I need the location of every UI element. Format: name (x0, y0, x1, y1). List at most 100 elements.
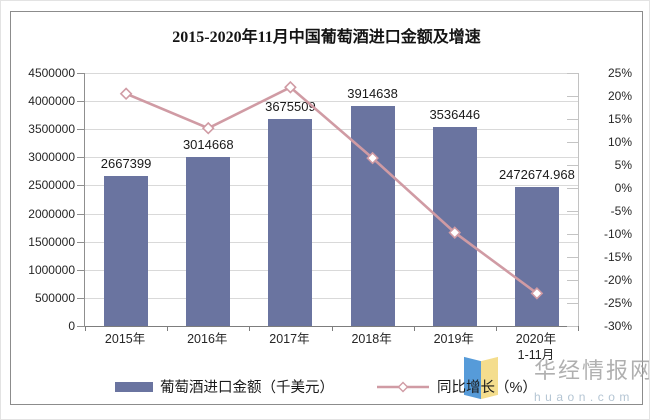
right-tick (567, 165, 578, 166)
left-axis-tick: 3000000 (28, 150, 75, 165)
chart-title: 2015-2020年11月中国葡萄酒进口金额及增速 (172, 29, 481, 46)
gridline (85, 101, 578, 103)
bar-value-label: 3914638 (347, 85, 398, 101)
chart-frame: 2015-2020年11月中国葡萄酒进口金额及增速 4500000 4000000… (10, 11, 649, 405)
right-tick (567, 280, 578, 281)
left-axis-tick: 2500000 (28, 178, 75, 193)
import-bar (268, 119, 313, 326)
watermark: 华经情报网 huaon.com (534, 353, 650, 404)
left-tick (77, 101, 85, 103)
import-bar (350, 105, 395, 326)
x-axis-category: 2018年 (351, 332, 392, 346)
x-axis-category: 2017年 (269, 332, 310, 346)
left-tick (77, 157, 85, 159)
left-tick (77, 326, 85, 327)
x-axis-category: 2016年 (187, 332, 228, 346)
right-tick (567, 303, 578, 304)
right-axis-tick: 20% (607, 89, 632, 103)
left-tick (77, 297, 85, 299)
right-tick (567, 188, 578, 189)
growth-line (119, 80, 544, 300)
diamond-marker-icon (448, 226, 462, 239)
gridline (85, 157, 578, 159)
import-bar (104, 176, 149, 326)
right-axis-tick: 10% (607, 135, 632, 149)
left-tick (77, 213, 85, 215)
legend: 葡萄酒进口金额（千美元） 同比增长（%） (115, 376, 537, 397)
gridline (85, 241, 578, 243)
right-axis-tick: -10% (603, 227, 632, 241)
x-boundary-tick (167, 326, 169, 331)
left-axis-tick: 1500000 (28, 234, 75, 249)
diamond-marker-icon (201, 121, 215, 135)
x-boundary-tick (249, 326, 251, 331)
left-tick (77, 129, 85, 131)
left-tick (77, 269, 85, 271)
right-tick (567, 211, 578, 212)
bar-value-label: 3014668 (182, 136, 234, 152)
gridline (85, 269, 578, 271)
diamond-marker-icon (119, 87, 133, 101)
x-axis-labels: 2015年 2016年 2017年 2018年 2019年 2020年 1-11月 (84, 331, 577, 364)
right-tick (567, 234, 578, 235)
right-tick (567, 326, 578, 327)
x-axis-category: 2020年 1-11月 (515, 332, 557, 363)
x-axis-category: 2015年 (104, 332, 146, 346)
bars-layer: 2667399 3014668 3675509 3914638 3536446 24726… (85, 73, 578, 326)
right-axis-tick: 5% (614, 158, 632, 172)
diamond-marker-icon (284, 80, 297, 94)
watermark-text: 华经情报网 (534, 358, 650, 383)
growth-polyline (125, 85, 538, 295)
x-boundary-tick (578, 326, 579, 331)
gridline (85, 73, 578, 74)
right-tick (567, 142, 578, 143)
right-tick (567, 96, 578, 97)
bar-swatch-icon (115, 381, 153, 392)
left-tick (77, 185, 85, 187)
gridline (85, 297, 578, 299)
bar-value-label: 3536446 (429, 107, 481, 123)
left-axis-labels: 4500000 4000000 3500000 3000000 2500000 20000… (11, 66, 75, 333)
x-boundary-tick (331, 326, 333, 331)
x-boundary-tick (495, 326, 497, 331)
import-bar (514, 186, 559, 326)
x-boundary-tick (413, 326, 415, 331)
x-axis-category: 2019年 (433, 332, 474, 346)
legend-label-imports: 葡萄酒进口金额（千美元） (160, 380, 334, 396)
legend-label-growth: 同比增长（%） (437, 380, 537, 396)
left-axis-tick: 2000000 (28, 206, 75, 221)
left-axis-tick: 3500000 (28, 122, 75, 137)
legend-item-imports: 葡萄酒进口金额（千美元） (115, 376, 334, 397)
right-axis-tick: -5% (610, 204, 632, 218)
import-bar (186, 156, 231, 326)
x-boundary-tick (85, 326, 86, 331)
right-axis-tick: 0% (614, 181, 632, 195)
left-axis-tick: 500000 (34, 290, 75, 305)
right-axis-tick: 15% (607, 112, 632, 126)
right-axis-tick: 25% (607, 66, 632, 80)
right-tick (567, 257, 578, 258)
left-tick (77, 73, 85, 74)
right-axis-tick: -30% (603, 319, 632, 333)
left-axis-tick: 4500000 (28, 66, 75, 80)
diamond-marker-icon (366, 151, 379, 165)
left-axis-tick: 1000000 (28, 262, 75, 277)
plot-area: 2667399 3014668 3675509 3914638 3536446 24726… (77, 73, 579, 331)
gridline (85, 129, 578, 131)
right-tick (567, 73, 578, 74)
right-tick (567, 119, 578, 120)
gridline (85, 185, 578, 187)
left-axis-tick: 0 (68, 319, 75, 333)
left-tick (77, 241, 85, 243)
right-axis-tick: -20% (603, 273, 632, 287)
gridline (85, 213, 578, 215)
bar-value-label: 2667399 (100, 156, 152, 172)
bar-value-label: 3675509 (265, 99, 316, 115)
diamond-marker-icon (530, 287, 544, 300)
bar-value-label: 2472674.968 (498, 166, 575, 182)
watermark-domain: huaon.com (534, 390, 634, 404)
line-swatch-icon (377, 381, 429, 392)
right-axis-tick: -15% (603, 250, 632, 264)
legend-item-growth: 同比增长（%） (376, 376, 537, 397)
